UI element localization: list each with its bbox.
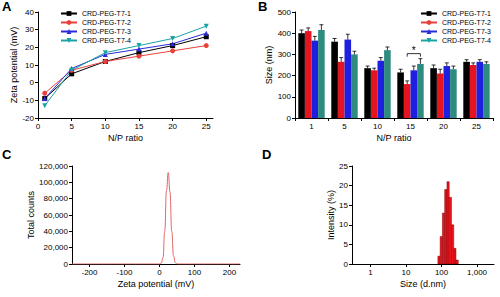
- svg-text:10: 10: [373, 122, 382, 131]
- svg-text:100: 100: [278, 92, 292, 101]
- svg-text:15: 15: [339, 201, 348, 210]
- svg-text:25: 25: [339, 162, 348, 171]
- svg-text:1,000: 1,000: [467, 268, 488, 277]
- svg-text:0: 0: [344, 260, 349, 269]
- svg-text:B: B: [258, 0, 267, 14]
- svg-text:CRD-PEG-T7-4: CRD-PEG-T7-4: [82, 37, 131, 44]
- svg-text:-200: -200: [81, 268, 98, 277]
- svg-text:25: 25: [202, 122, 211, 131]
- svg-text:5: 5: [342, 122, 347, 131]
- svg-text:400: 400: [278, 29, 292, 38]
- svg-text:CRD-PEG-T7-3: CRD-PEG-T7-3: [82, 28, 131, 35]
- svg-text:120,000: 120,000: [39, 162, 68, 171]
- svg-text:40: 40: [25, 8, 34, 17]
- svg-text:300: 300: [278, 50, 292, 59]
- svg-text:100,000: 100,000: [39, 178, 68, 187]
- svg-text:10: 10: [25, 61, 34, 70]
- svg-text:A: A: [2, 0, 12, 14]
- svg-text:CRD-PEG-T7-3: CRD-PEG-T7-3: [442, 28, 491, 35]
- svg-text:100: 100: [188, 268, 202, 277]
- svg-text:20: 20: [439, 122, 448, 131]
- svg-text:*: *: [412, 45, 416, 56]
- svg-text:Zeta potential (mV): Zeta potential (mV): [118, 279, 195, 289]
- svg-text:-20: -20: [22, 114, 34, 123]
- svg-text:60,000: 60,000: [44, 211, 69, 220]
- svg-text:20: 20: [168, 122, 177, 131]
- svg-text:CRD-PEG-T7-2: CRD-PEG-T7-2: [442, 19, 491, 26]
- svg-text:0: 0: [64, 260, 69, 269]
- svg-text:CRD-PEG-T7-2: CRD-PEG-T7-2: [82, 19, 131, 26]
- svg-text:D: D: [262, 147, 271, 162]
- svg-text:Size (d.nm): Size (d.nm): [400, 279, 446, 289]
- svg-text:0: 0: [36, 122, 41, 131]
- svg-text:Intensity (%): Intensity (%): [326, 190, 336, 240]
- svg-text:40,000: 40,000: [44, 227, 69, 236]
- svg-text:10: 10: [339, 220, 348, 229]
- svg-text:15: 15: [135, 122, 144, 131]
- svg-text:200: 200: [223, 268, 237, 277]
- svg-text:10: 10: [101, 122, 110, 131]
- svg-text:5: 5: [344, 240, 349, 249]
- svg-text:-100: -100: [116, 268, 133, 277]
- svg-text:CRD-PEG-T7-4: CRD-PEG-T7-4: [442, 37, 491, 44]
- svg-text:0: 0: [287, 114, 292, 123]
- svg-text:Zeta potential (mV): Zeta potential (mV): [9, 27, 19, 104]
- svg-text:30: 30: [25, 25, 34, 34]
- svg-text:N/P ratio: N/P ratio: [377, 133, 412, 143]
- svg-text:200: 200: [278, 71, 292, 80]
- svg-text:0: 0: [157, 268, 162, 277]
- svg-text:0: 0: [30, 78, 35, 87]
- svg-text:500: 500: [278, 8, 292, 17]
- svg-text:1: 1: [368, 268, 373, 277]
- svg-text:CRD-PEG-T7-1: CRD-PEG-T7-1: [82, 10, 131, 17]
- svg-text:15: 15: [406, 122, 415, 131]
- svg-text:80,000: 80,000: [44, 194, 69, 203]
- svg-text:C: C: [2, 147, 12, 162]
- svg-text:CRD-PEG-T7-1: CRD-PEG-T7-1: [442, 10, 491, 17]
- svg-text:5: 5: [69, 122, 74, 131]
- svg-text:Size (nm): Size (nm): [264, 46, 274, 85]
- svg-text:100: 100: [435, 268, 449, 277]
- svg-text:20: 20: [339, 181, 348, 190]
- svg-text:Total counts: Total counts: [26, 190, 36, 239]
- svg-text:-10: -10: [22, 96, 34, 105]
- svg-text:10: 10: [402, 268, 411, 277]
- svg-text:20: 20: [25, 43, 34, 52]
- svg-text:20,000: 20,000: [44, 243, 69, 252]
- svg-text:25: 25: [472, 122, 481, 131]
- svg-text:N/P ratio: N/P ratio: [108, 133, 143, 143]
- svg-text:1: 1: [309, 122, 314, 131]
